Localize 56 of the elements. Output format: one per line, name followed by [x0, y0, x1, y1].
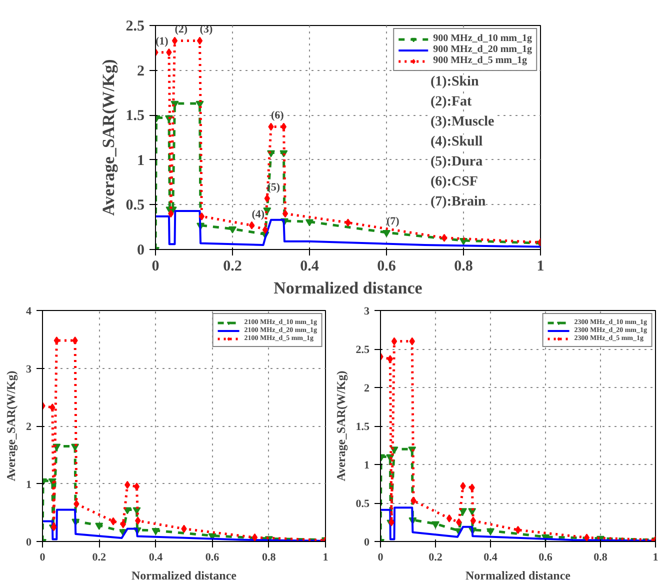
y-tick-label: 3: [364, 306, 370, 318]
y-tick-label: 2: [26, 421, 32, 433]
annotation: (6):CSF: [430, 174, 478, 190]
annotation: (4): [252, 208, 265, 220]
annotation: (7): [386, 215, 400, 228]
x-axis-title: Normalized distance: [274, 278, 423, 298]
x-tick-label: 1: [652, 552, 658, 564]
x-tick-label: 0.2: [223, 258, 242, 274]
x-tick-label: 1: [536, 258, 544, 274]
x-tick-label: 1: [322, 552, 328, 564]
y-tick-label: 4: [26, 306, 32, 318]
x-tick-label: 0.4: [484, 552, 498, 564]
y-tick-label: 1.5: [126, 108, 144, 124]
annotation: (1):Skin: [430, 74, 479, 90]
y-tick-label: 1: [364, 460, 370, 472]
x-tick-label: 0.2: [428, 552, 443, 564]
y-tick-label: 0: [364, 536, 370, 548]
y-tick-label: 1: [137, 152, 144, 169]
y-tick-label: 2: [364, 382, 370, 394]
y-tick-label: 2.5: [126, 18, 144, 34]
y-axis-title: Average_SAR(W/Kg): [4, 370, 18, 482]
annotation: (3):Muscle: [430, 114, 494, 130]
y-tick-label: 2: [137, 63, 144, 80]
y-tick-label: 0: [137, 242, 144, 258]
y-tick-label: 3: [26, 363, 32, 376]
y-tick-label: 0.5: [356, 498, 370, 510]
x-tick-label: 0.6: [538, 552, 553, 564]
y-tick-label: 1: [26, 478, 32, 491]
y-axis-title: Average_SAR(W/Kg): [98, 59, 118, 216]
x-tick-label: 0.2: [92, 552, 106, 564]
x-tick-label: 0: [378, 552, 384, 564]
annotation: (4):Skull: [430, 134, 483, 150]
x-tick-label: 0.4: [148, 552, 164, 564]
y-tick-label: 0: [26, 536, 32, 548]
x-tick-label: 0.8: [454, 258, 473, 274]
y-tick-label: 0.5: [126, 198, 144, 214]
annotation: (2):Fat: [430, 94, 472, 110]
annotation: (1): [156, 35, 169, 48]
x-tick-label: 0: [152, 258, 160, 274]
legend-label: 900 MHz_d_10 mm_1g: [433, 33, 532, 44]
annotation: (7):Brain: [430, 194, 486, 210]
y-tick-label: 1.5: [356, 421, 370, 433]
annotation: (5):Dura: [430, 154, 483, 170]
x-axis-title: Normalized distance: [132, 568, 238, 582]
x-tick-label: 0: [40, 552, 46, 564]
y-axis-title: Average_SAR(W/Kg): [334, 370, 348, 482]
legend-label: 900 MHz_d_5 mm_1g: [433, 55, 527, 66]
x-tick-label: 0.4: [300, 258, 320, 274]
y-tick-label: 2.5: [356, 344, 370, 356]
x-tick-label: 0.6: [377, 258, 396, 274]
annotation: (6): [271, 110, 284, 122]
x-tick-label: 0.6: [205, 552, 220, 564]
x-tick-label: 0.8: [262, 552, 276, 564]
x-axis-title: Normalized distance: [466, 568, 572, 582]
x-tick-label: 0.8: [594, 552, 608, 564]
legend-label: 900 MHz_d_20 mm_1g: [433, 44, 532, 55]
